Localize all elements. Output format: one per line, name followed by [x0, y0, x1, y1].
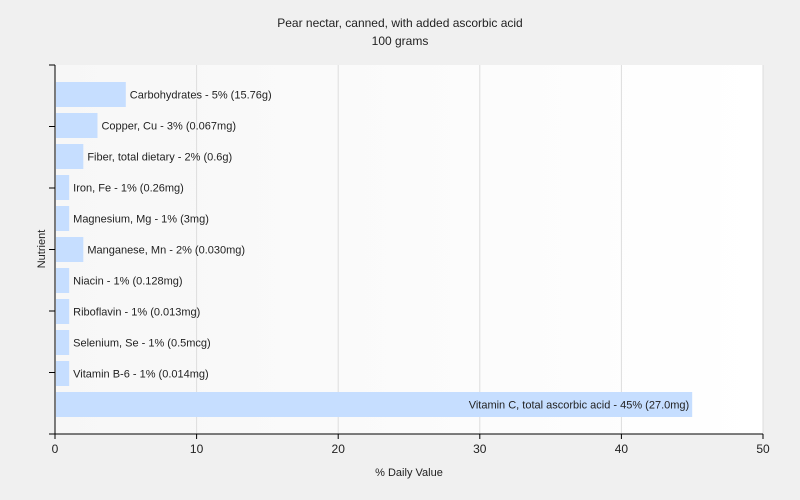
y-axis-label: Nutrient — [36, 230, 48, 269]
bar-label: Vitamin C, total ascorbic acid - 45% (27… — [469, 400, 690, 412]
chart-subtitle: 100 grams — [372, 34, 429, 48]
bar-label: Carbohydrates - 5% (15.76g) — [130, 90, 272, 102]
bar-label: Manganese, Mn - 2% (0.030mg) — [87, 245, 245, 257]
bar — [56, 175, 70, 200]
bar-label: Selenium, Se - 1% (0.5mcg) — [73, 338, 211, 350]
bar-label: Magnesium, Mg - 1% (3mg) — [73, 214, 209, 226]
bar — [56, 299, 70, 324]
x-tick-label: 20 — [332, 442, 346, 456]
bar — [56, 361, 70, 386]
bar-label: Vitamin B-6 - 1% (0.014mg) — [73, 369, 209, 381]
chart-title: Pear nectar, canned, with added ascorbic… — [277, 16, 522, 30]
x-axis-label: % Daily Value — [375, 467, 443, 479]
bar — [56, 144, 84, 169]
x-tick-label: 10 — [190, 442, 204, 456]
bar — [56, 206, 70, 231]
bar — [56, 82, 126, 107]
plot-area — [55, 65, 763, 434]
x-tick-label: 40 — [615, 442, 629, 456]
bar-label: Copper, Cu - 3% (0.067mg) — [101, 121, 236, 133]
bar-label: Riboflavin - 1% (0.013mg) — [73, 307, 200, 319]
bar — [56, 113, 98, 138]
x-tick-label: 30 — [473, 442, 487, 456]
bar — [56, 268, 70, 293]
bar-label: Fiber, total dietary - 2% (0.6g) — [87, 152, 232, 164]
bar — [56, 392, 693, 417]
bar — [56, 237, 84, 262]
bar-label: Niacin - 1% (0.128mg) — [73, 276, 182, 288]
bar-label: Iron, Fe - 1% (0.26mg) — [73, 183, 184, 195]
bar — [56, 330, 70, 355]
x-tick-label: 50 — [756, 442, 770, 456]
x-tick-label: 0 — [52, 442, 59, 456]
